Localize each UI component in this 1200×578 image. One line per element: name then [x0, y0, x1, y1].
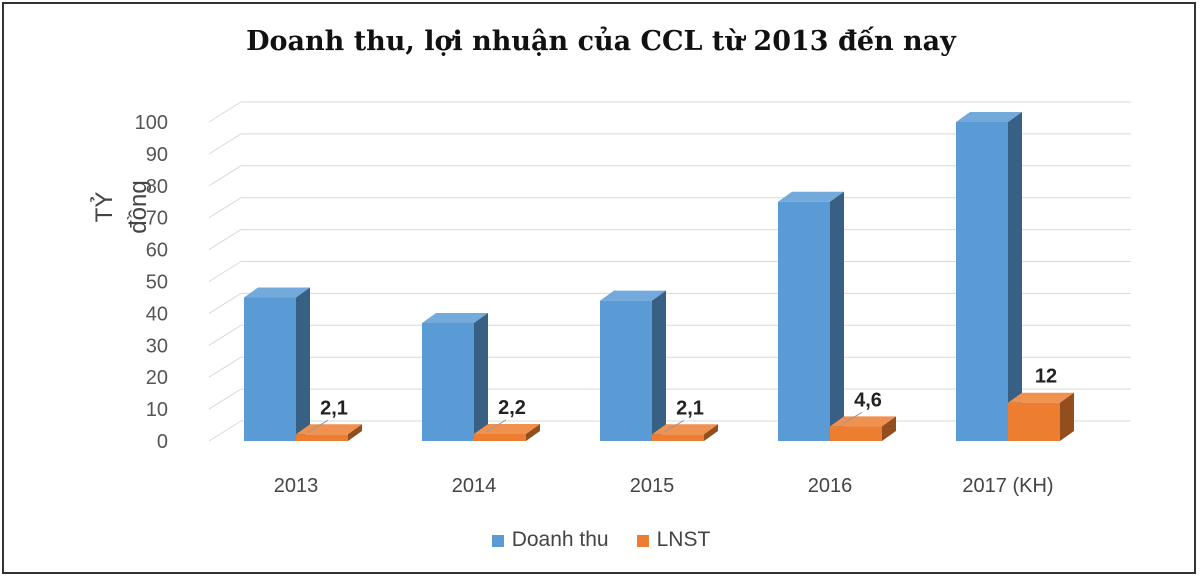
- bar-doanh-thu-top: [778, 191, 844, 202]
- x-tick-label: 2015: [630, 475, 675, 497]
- bar-lnst-side: [882, 416, 896, 441]
- data-label: 2,2: [498, 397, 526, 419]
- gridline-side: [208, 292, 242, 314]
- bar-doanh-thu: [778, 201, 830, 441]
- bar-lnst: [474, 433, 526, 441]
- bar-doanh-thu: [422, 322, 474, 441]
- bar-lnst-top: [1008, 392, 1074, 403]
- gridline-side: [208, 133, 242, 155]
- gridline-side: [208, 356, 242, 378]
- bar-doanh-thu-side: [652, 290, 666, 441]
- bar-doanh-thu-side: [1008, 112, 1022, 441]
- x-tick-label: 2014: [452, 475, 497, 497]
- gridline-side: [208, 261, 242, 282]
- bar-lnst-side: [704, 424, 718, 441]
- bar-lnst-side: [1060, 392, 1074, 441]
- data-label: 4,6: [854, 389, 882, 411]
- bar-lnst-top: [830, 416, 896, 427]
- bar-doanh-thu-top: [600, 290, 666, 301]
- bar-doanh-thu: [244, 297, 296, 441]
- label-leader: [307, 419, 329, 433]
- bar-lnst: [1008, 402, 1060, 441]
- y-tick-label: 0: [157, 431, 168, 453]
- chart-title: Doanh thu, lợi nhuận của CCL từ 2013 đến…: [246, 26, 956, 57]
- x-tick-label: 2013: [274, 475, 319, 497]
- bar-doanh-thu: [600, 300, 652, 441]
- gridline-side: [208, 324, 242, 346]
- y-tick-label: 100: [135, 112, 168, 134]
- legend: Doanh thu LNST: [4, 528, 1198, 552]
- legend-label: LNST: [656, 528, 711, 552]
- gridline-side: [208, 420, 242, 442]
- legend-swatch: [636, 534, 649, 547]
- gridline-side: [208, 229, 242, 251]
- gridline-side: [208, 101, 242, 123]
- bar-lnst: [652, 434, 704, 441]
- y-tick-label: 90: [146, 144, 168, 166]
- legend-label: Doanh thu: [511, 528, 609, 552]
- bar-lnst: [830, 426, 882, 441]
- legend-item: Doanh thu: [491, 528, 609, 552]
- y-tick-label: 70: [146, 208, 168, 230]
- x-tick-label: 2016: [808, 475, 853, 497]
- bar-lnst-side: [526, 423, 540, 441]
- bar-lnst-side: [348, 424, 362, 441]
- data-label: 2,1: [676, 397, 704, 419]
- legend-item: LNST: [636, 528, 711, 552]
- bar-doanh-thu-side: [474, 312, 488, 441]
- plot-area: 0 10 20 30 40 50 60 70 80 90 100 2,1 2013 2,2 2014 2,1 2…: [135, 101, 1131, 497]
- bar-lnst-top: [652, 424, 718, 435]
- bar-doanh-thu-top: [422, 312, 488, 323]
- label-leader: [663, 419, 685, 433]
- bar-doanh-thu-top: [956, 112, 1022, 122]
- label-leader: [485, 419, 507, 433]
- y-tick-label: 10: [146, 399, 168, 421]
- bar-lnst-top: [296, 424, 362, 435]
- bar-doanh-thu: [956, 122, 1008, 441]
- data-label: 12: [1035, 366, 1057, 388]
- y-tick-label: 20: [146, 367, 168, 389]
- bar-lnst: [296, 434, 348, 441]
- y-tick-label: 60: [146, 240, 168, 262]
- x-tick-label: 2017 (KH): [962, 475, 1053, 497]
- gridline-side: [208, 165, 242, 187]
- label-leader: [841, 411, 863, 425]
- gridline-side: [208, 197, 242, 219]
- y-tick-label: 80: [146, 176, 168, 198]
- gridline-side: [208, 388, 242, 410]
- y-tick-label: 30: [146, 335, 168, 357]
- data-label: 2,1: [320, 397, 348, 419]
- bar-doanh-thu-top: [244, 287, 310, 298]
- bar-lnst-top: [474, 423, 540, 434]
- y-tick-label: 40: [146, 303, 168, 325]
- legend-swatch: [491, 534, 504, 547]
- bar-doanh-thu-side: [830, 191, 844, 441]
- bar-doanh-thu-side: [296, 287, 310, 441]
- y-tick-label: 50: [146, 272, 168, 294]
